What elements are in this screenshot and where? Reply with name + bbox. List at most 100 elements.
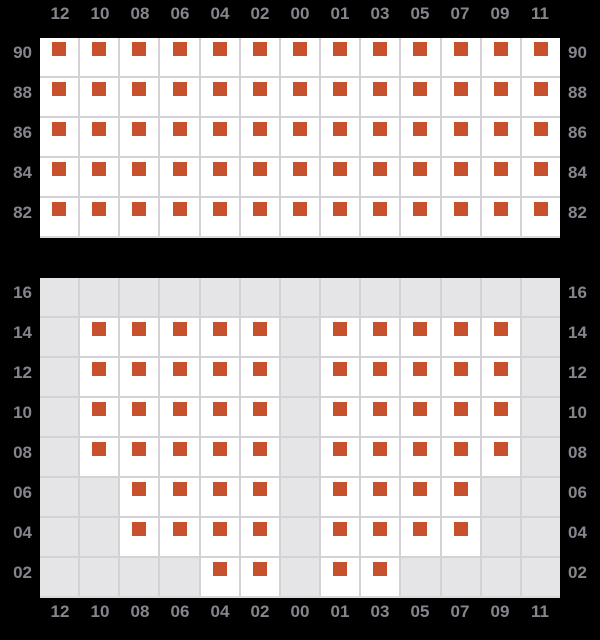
grid-cell-16-02 [240, 278, 279, 316]
data-present-marker [52, 122, 67, 136]
data-present-marker [172, 202, 187, 216]
data-present-marker [493, 122, 508, 136]
data-present-marker [533, 122, 548, 136]
grid-cell-02-03 [361, 558, 400, 596]
data-present-marker [212, 442, 227, 456]
grid-cell-02-04 [200, 558, 239, 596]
data-present-marker [132, 42, 147, 56]
grid-cell-02-11 [521, 558, 560, 596]
row-label: 14 [13, 323, 32, 342]
data-present-marker [453, 362, 468, 376]
grid-cell-04-02 [240, 518, 279, 556]
grid-cell-84-11 [521, 158, 560, 196]
data-present-marker [252, 202, 267, 216]
data-present-marker [493, 362, 508, 376]
data-present-marker [252, 322, 267, 336]
column-label: 04 [210, 602, 230, 621]
grid-cell-90-06 [160, 38, 199, 76]
grid-cell-90-09 [481, 38, 520, 76]
data-present-marker [533, 42, 548, 56]
grid-cell-82-01 [321, 198, 360, 236]
row-label: 08 [13, 443, 32, 462]
grid-cell-86-04 [200, 118, 239, 156]
data-present-marker [132, 522, 147, 536]
grid-cell-84-01 [321, 158, 360, 196]
data-present-marker [132, 82, 147, 96]
column-label: 12 [50, 4, 70, 23]
grid-cell-90-11 [521, 38, 560, 76]
grid-cell-14-00 [280, 318, 320, 356]
grid-cell-06-12 [40, 478, 79, 516]
grid-cell-12-03 [361, 358, 400, 396]
grid-cell-84-05 [401, 158, 440, 196]
column-label: 11 [531, 602, 549, 621]
grid-cell-10-09 [481, 398, 520, 436]
data-present-marker [252, 162, 267, 176]
data-present-marker [373, 162, 388, 176]
data-present-marker [292, 162, 307, 176]
grid-cell-14-05 [401, 318, 440, 356]
row-label: 84 [13, 163, 32, 182]
grid-cell-10-02 [240, 398, 279, 436]
row-label: 04 [568, 523, 587, 542]
grid-cell-84-03 [361, 158, 400, 196]
data-present-marker [333, 82, 348, 96]
grid-cell-06-00 [280, 478, 320, 516]
data-present-marker [212, 482, 227, 496]
column-label: 11 [531, 4, 549, 23]
grid-cell-02-01 [321, 558, 360, 596]
data-present-marker [333, 202, 348, 216]
grid-cell-14-07 [441, 318, 480, 356]
column-label: 01 [330, 602, 350, 621]
data-present-marker [533, 202, 548, 216]
data-present-marker [493, 42, 508, 56]
column-label: 08 [130, 4, 150, 23]
grid-cell-14-11 [521, 318, 560, 356]
grid-cell-04-01 [321, 518, 360, 556]
grid-cell-88-11 [521, 78, 560, 116]
grid-cell-84-08 [120, 158, 159, 196]
data-present-marker [333, 362, 348, 376]
data-present-marker [453, 202, 468, 216]
data-present-marker [493, 402, 508, 416]
grid-cell-82-02 [240, 198, 279, 236]
grid-cell-12-02 [240, 358, 279, 396]
grid-cell-82-04 [200, 198, 239, 236]
grid-cell-16-08 [120, 278, 159, 316]
grid-cell-08-11 [521, 438, 560, 476]
data-present-marker [52, 42, 67, 56]
grid-cell-12-07 [441, 358, 480, 396]
grid-cell-12-11 [521, 358, 560, 396]
data-present-marker [212, 362, 227, 376]
data-present-marker [493, 162, 508, 176]
grid-cell-06-09 [481, 478, 520, 516]
data-present-marker [453, 122, 468, 136]
data-present-marker [373, 322, 388, 336]
grid-cell-16-05 [401, 278, 440, 316]
data-present-marker [212, 322, 227, 336]
data-present-marker [92, 42, 107, 56]
grid-cell-88-08 [120, 78, 159, 116]
data-present-marker [172, 482, 187, 496]
data-present-marker [453, 402, 468, 416]
grid-cell-82-10 [80, 198, 119, 236]
data-present-marker [453, 522, 468, 536]
data-present-marker [92, 442, 107, 456]
grid-cell-86-08 [120, 118, 159, 156]
data-present-marker [373, 42, 388, 56]
grid-cell-02-12 [40, 558, 79, 596]
grid-cell-12-09 [481, 358, 520, 396]
data-present-marker [413, 482, 428, 496]
column-label: 06 [170, 602, 190, 621]
grid-cell-06-10 [80, 478, 119, 516]
grid-cell-84-09 [481, 158, 520, 196]
grid-cell-10-07 [441, 398, 480, 436]
data-present-marker [172, 122, 187, 136]
column-label: 10 [90, 4, 110, 23]
grid-cell-04-05 [401, 518, 440, 556]
grid-cell-86-05 [401, 118, 440, 156]
data-present-marker [453, 162, 468, 176]
grid-cell-08-02 [240, 438, 279, 476]
grid-cell-88-03 [361, 78, 400, 116]
